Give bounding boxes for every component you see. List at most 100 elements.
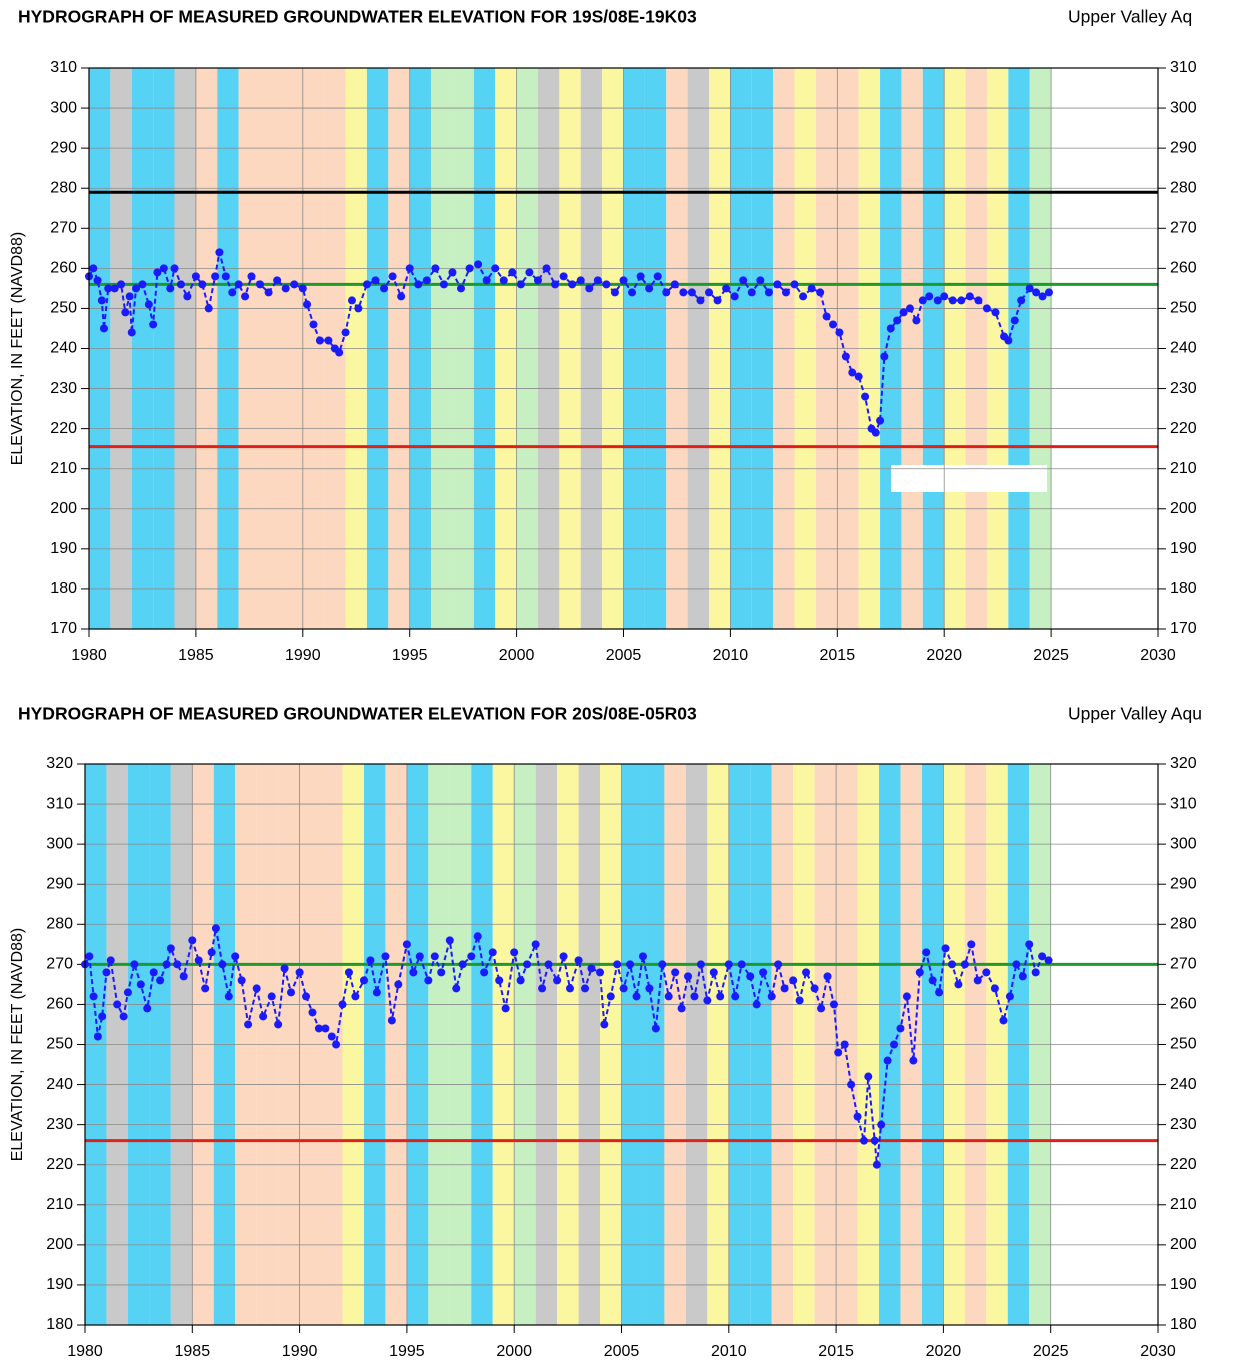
y-tick-label: 180 [46,1316,73,1333]
y-tick-label: 290 [1170,875,1197,892]
data-point [948,296,957,305]
y-tick-label: 170 [1170,620,1197,637]
data-point [452,984,461,993]
data-point [314,1024,323,1033]
data-point [430,952,439,961]
data-point [211,272,220,281]
data-point [967,940,976,949]
y-tick-label: 230 [1170,380,1197,397]
data-point [880,352,889,361]
y-tick-label: 240 [1170,340,1197,357]
data-point [405,264,414,273]
y-tick-label: 310 [1170,59,1197,76]
data-point [480,968,489,977]
data-point [1038,952,1047,961]
data-point [705,288,714,297]
data-point [619,276,628,285]
data-point [899,308,908,317]
data-point [915,968,924,977]
data-point [113,1000,122,1009]
x-tick-label: 2000 [499,647,535,664]
data-point [256,280,265,289]
data-point [737,960,746,969]
data-point [731,992,740,1001]
data-point [204,304,213,313]
data-point [922,948,931,957]
data-point [335,348,344,357]
series-line [88,252,1050,435]
data-point [302,992,311,1001]
y-tick-label: 220 [1170,420,1197,437]
y-tick-label: 290 [46,875,73,892]
data-point [1004,336,1013,345]
data-point [553,976,562,985]
x-tick-label: 1995 [392,647,428,664]
data-point [861,392,870,401]
data-point [538,984,547,993]
data-point [690,992,699,1001]
y-tick-label: 300 [1170,99,1197,116]
data-point [759,968,768,977]
data-point [402,940,411,949]
data-point [136,980,145,989]
y-tick-label: 290 [1170,139,1197,156]
data-point [97,296,106,305]
data-point [198,280,207,289]
x-tick-label: 2010 [713,647,749,664]
data-point [960,960,969,969]
data-point [215,248,224,257]
data-point [439,280,448,289]
data-point [918,296,927,305]
y-tick-label: 260 [1170,260,1197,277]
data-point [121,308,130,317]
data-point [523,960,532,969]
y-tick-label: 270 [1170,220,1197,237]
data-point [722,284,731,293]
data-point [664,992,673,1001]
data-point [125,292,134,301]
y-tick-label: 250 [46,1036,73,1053]
data-point [790,280,799,289]
data-point [280,964,289,973]
x-tick-label: 1990 [282,1343,318,1360]
y-tick-label: 220 [46,1156,73,1173]
data-point [372,988,381,997]
data-point [610,288,619,297]
data-point [896,1024,905,1033]
data-point [551,280,560,289]
x-tick-label: 2010 [711,1343,747,1360]
y-tick-label: 190 [46,1276,73,1293]
x-tick-label: 1995 [389,1343,425,1360]
data-point [388,272,397,281]
data-point [117,280,126,289]
data-point [890,1040,899,1049]
y-axis-label: ELEVATION, IN FEET (NAVD88) [9,232,26,466]
x-tick-label: 1985 [178,647,214,664]
data-point [252,984,261,993]
data-point [816,288,825,297]
data-point [221,272,230,281]
data-point [324,336,333,345]
data-point [156,976,165,985]
data-point [789,976,798,985]
data-point [957,296,966,305]
data-point [696,296,705,305]
data-point [274,1020,283,1029]
data-point [576,276,585,285]
data-point [445,936,454,945]
data-point [940,292,949,301]
data-point [371,276,380,285]
data-point [533,276,542,285]
data-point [366,956,375,965]
x-tick-label: 2020 [926,647,962,664]
y-tick-label: 220 [1170,1156,1197,1173]
data-point [645,984,654,993]
data-point [716,992,725,1001]
data-point [224,992,233,1001]
y-tick-label: 270 [50,220,77,237]
data-point [132,284,141,293]
y-tick-label: 300 [1170,835,1197,852]
data-point [829,320,838,329]
y-tick-label: 250 [50,300,77,317]
data-point [98,1012,107,1021]
